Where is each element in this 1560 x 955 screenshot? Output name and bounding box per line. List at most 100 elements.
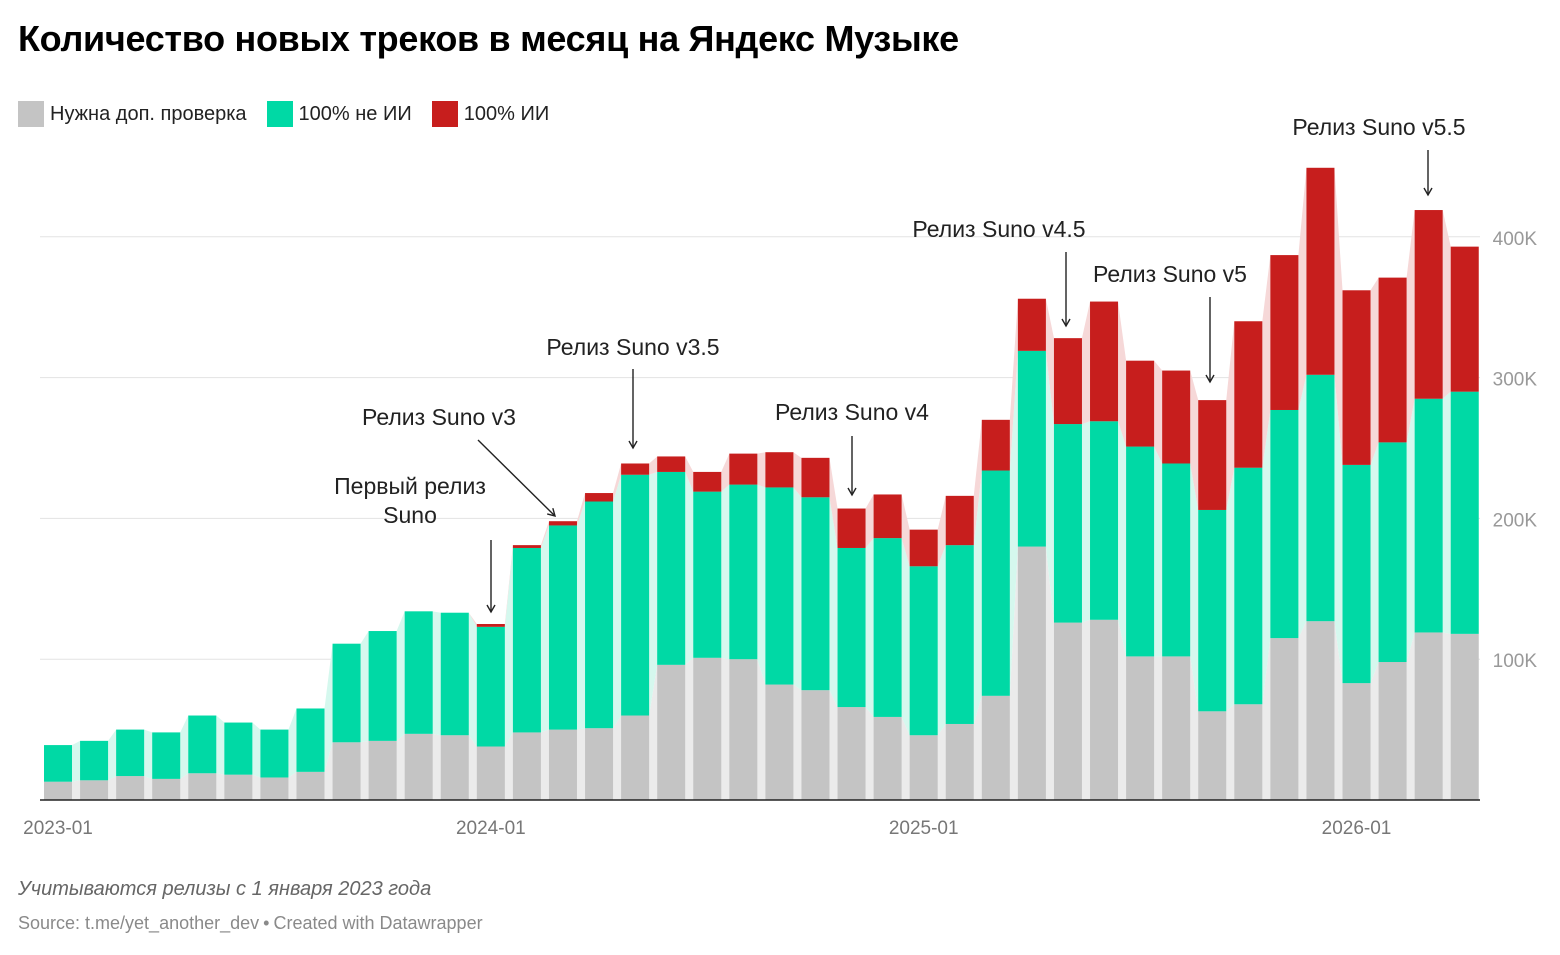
bar-segment-review — [1198, 711, 1227, 800]
bar-segment-ai — [801, 457, 830, 498]
bar-segment-not-ai — [873, 538, 902, 717]
bar-segment-review — [404, 733, 433, 800]
bar-segment-ai — [1126, 360, 1155, 447]
bar-segment-not-ai — [981, 470, 1010, 696]
legend-swatch-ai — [431, 101, 458, 127]
chart-note: Учитываются релизы с 1 января 2023 года — [18, 878, 432, 900]
bar-segment-ai — [693, 471, 722, 492]
bar-segment-not-ai — [801, 497, 830, 691]
bar-segment-review — [188, 773, 217, 800]
bar-segment-not-ai — [837, 547, 866, 708]
bar-segment-review — [873, 716, 902, 800]
y-tick-label: 100K — [1493, 651, 1538, 672]
bar-segment-ai — [621, 463, 650, 475]
bar-segment-ai — [1270, 255, 1299, 410]
bar-segment-review — [1378, 662, 1407, 800]
bar-segment-not-ai — [512, 547, 541, 733]
bar-segment-ai — [1162, 370, 1191, 464]
bar-segment-review — [80, 780, 109, 800]
y-tick-label: 300K — [1493, 370, 1538, 391]
bar-segment-not-ai — [1162, 463, 1191, 657]
chart-legend: Нужна доп. проверка 100% не ИИ 100% ИИ — [18, 101, 569, 127]
bar-segment-review — [1270, 638, 1299, 800]
bar-segment-ai — [476, 624, 505, 627]
bar-segment-ai — [548, 521, 577, 526]
bar-segment-review — [945, 723, 974, 800]
bar-segment-ai — [1234, 321, 1263, 468]
annotation-label: Релиз Suno v4.5 — [912, 216, 1085, 242]
bar-segment-not-ai — [548, 525, 577, 730]
legend-label-not-ai: 100% не ИИ — [298, 102, 412, 125]
annotation-label: Релиз Suno v5.5 — [1292, 114, 1465, 140]
bar-segment-not-ai — [1198, 509, 1227, 712]
bar-segment-review — [1090, 619, 1119, 800]
bar-segment-not-ai — [909, 566, 938, 736]
bar-segment-review — [981, 695, 1010, 800]
legend-item-not-ai: 100% не ИИ — [266, 101, 412, 127]
bar-segment-review — [440, 735, 469, 800]
bar-segment-ai — [1378, 277, 1407, 443]
bar-segment-not-ai — [1342, 464, 1371, 684]
bar-segment-not-ai — [765, 487, 794, 685]
bar-segment-ai — [1306, 167, 1335, 375]
x-tick-label: 2024-01 — [456, 818, 526, 839]
bar-segment-review — [224, 774, 253, 800]
bar-segment-not-ai — [1053, 424, 1082, 623]
bar-segment-not-ai — [657, 471, 686, 665]
bar-segment-review — [837, 707, 866, 800]
bar-segment-not-ai — [1090, 421, 1119, 620]
bar-segment-review — [1306, 621, 1335, 800]
bar-segment-review — [1053, 622, 1082, 800]
bar-segment-ai — [765, 452, 794, 488]
annotation-arrow — [477, 439, 557, 517]
bar-segment-not-ai — [440, 612, 469, 736]
legend-swatch-review — [18, 101, 44, 127]
bar-segment-ai — [1053, 338, 1082, 425]
bar-segment-review — [260, 777, 289, 800]
bar-segment-not-ai — [152, 732, 181, 779]
bar-segment-ai — [909, 529, 938, 567]
bar-segment-not-ai — [1414, 398, 1443, 633]
bar-segment-review — [621, 715, 650, 800]
legend-label-review: Нужна доп. проверка — [50, 102, 247, 125]
bar-segment-not-ai — [621, 474, 650, 716]
series-connector-area — [44, 167, 1479, 746]
bar-segment-review — [1414, 632, 1443, 800]
bar-segment-not-ai — [1017, 350, 1046, 547]
bar-segment-ai — [981, 419, 1010, 471]
source-created: Created with Datawrapper — [273, 913, 483, 933]
bar-segment-review — [1126, 656, 1155, 800]
bar-segment-review — [1162, 656, 1191, 800]
series-connector-area — [44, 350, 1479, 782]
bar-segment-review — [585, 728, 614, 800]
chart-source: Source: t.me/yet_another_dev • Created wit… — [18, 913, 483, 934]
bar-segment-review — [693, 657, 722, 800]
bar-segment-not-ai — [44, 745, 72, 782]
bar-segment-ai — [1450, 246, 1479, 392]
annotation-label: Suno — [383, 502, 437, 528]
bar-segment-not-ai — [260, 729, 289, 778]
bar-segment-not-ai — [296, 708, 325, 772]
annotation-label: Релиз Suno v3 — [362, 404, 516, 430]
y-tick-label: 200K — [1493, 510, 1538, 531]
source-link[interactable]: Source: t.me/yet_another_dev — [18, 913, 260, 933]
bar-segment-review — [152, 778, 181, 800]
bar-segment-review — [909, 735, 938, 800]
bar-segment-review — [332, 742, 361, 800]
source-separator: • — [263, 913, 270, 933]
legend-swatch-not-ai — [266, 101, 293, 127]
bar-segment-not-ai — [1270, 409, 1299, 639]
bar-segment-ai — [1017, 298, 1046, 351]
x-tick-label: 2025-01 — [889, 818, 959, 839]
bar-segment-not-ai — [476, 626, 505, 747]
bar-segment-not-ai — [729, 484, 758, 660]
bar-segment-review — [1342, 683, 1371, 800]
bar-segment-ai — [1414, 210, 1443, 399]
bar-segment-not-ai — [945, 545, 974, 724]
bar-segment-not-ai — [1234, 467, 1263, 705]
bar-segment-review — [548, 729, 577, 800]
bar-segment-review — [296, 771, 325, 800]
bar-segment-ai — [729, 453, 758, 485]
y-tick-label: 400K — [1493, 229, 1538, 250]
x-tick-label: 2023-01 — [23, 818, 93, 839]
